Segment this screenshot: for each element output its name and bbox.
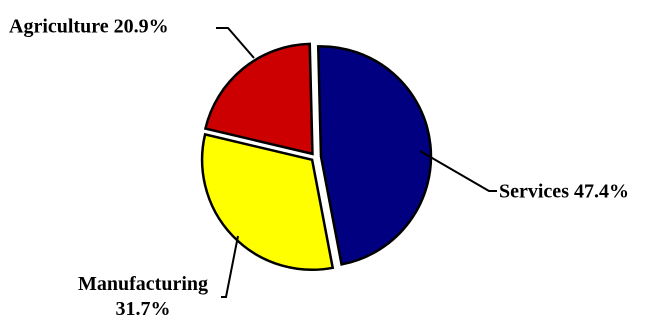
manufacturing-leader-line bbox=[221, 235, 239, 298]
agriculture-leader-line bbox=[216, 27, 255, 59]
label-agriculture: Agriculture 20.9% bbox=[9, 16, 169, 38]
slice-services bbox=[316, 45, 433, 266]
label-manufacturing-value: 31.7% bbox=[116, 298, 171, 320]
label-services: Services 47.4% bbox=[499, 181, 629, 203]
label-manufacturing: Manufacturing bbox=[78, 273, 208, 295]
services-leader-line bbox=[419, 150, 497, 192]
slice-agriculture bbox=[203, 42, 314, 156]
pie-slices bbox=[200, 42, 433, 271]
slice-manufacturing bbox=[200, 132, 335, 271]
